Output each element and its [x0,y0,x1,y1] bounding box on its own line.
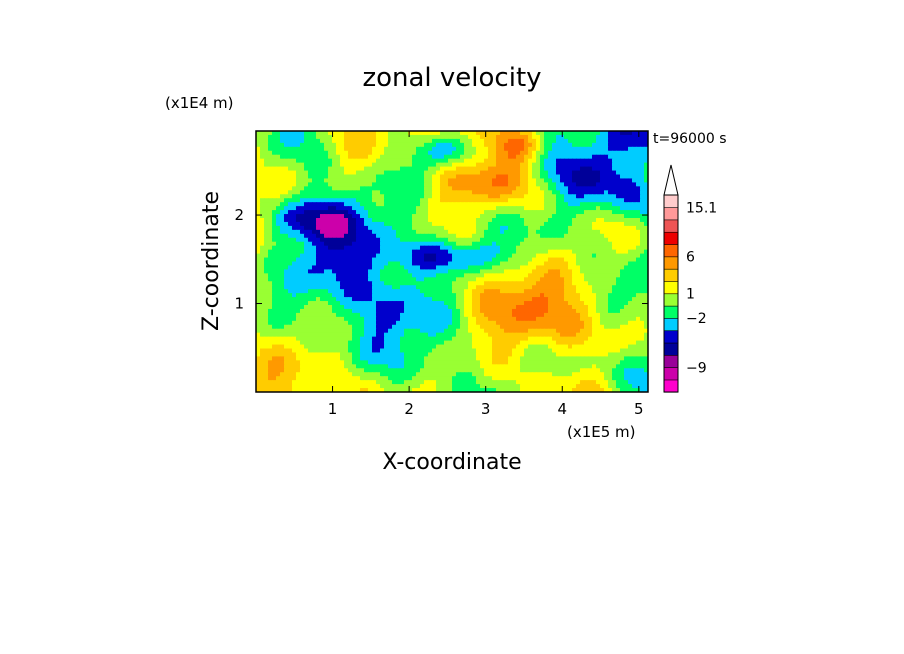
colorbar-level-11 [663,243,679,258]
x-tick-label-1: 2 [404,400,414,418]
plot-frame [255,130,649,393]
colorbar-level-2 [663,354,679,368]
x-axis-label: X-coordinate [382,450,521,475]
colorbar-level-3 [663,342,679,356]
colorbar-level-10 [663,256,679,270]
colorbar-level-0 [663,379,679,393]
colorbar-level-15 [663,194,679,208]
colorbar-level-12 [663,231,679,245]
colorbar-frame [663,194,679,393]
colorbar-level-1 [663,367,679,381]
colorbar-label-2: 1 [686,287,695,303]
contour-field [256,131,648,392]
y-axis: 12 [234,206,648,313]
colorbar-level-14 [663,207,679,221]
chart-title: zonal velocity [362,63,541,93]
colorbar-level-6 [663,305,679,319]
x-tick-label-3: 4 [557,400,567,418]
colorbar-label-4: −9 [686,360,707,376]
colorbar: 15.1 6 1 −2 −9 [663,164,717,393]
colorbar-level-13 [663,219,679,233]
colorbar-level-7 [663,293,679,307]
x-tick-label-4: 5 [634,400,644,418]
y-tick-label-0: 1 [234,295,244,313]
x-unit-label: (x1E5 m) [567,423,636,441]
x-tick-label-0: 1 [328,400,338,418]
colorbar-level-4 [663,330,679,344]
colorbar-level-8 [663,280,679,295]
colorbar-label-3: −2 [686,311,707,327]
x-axis: 1 2 3 4 5 [328,131,644,418]
y-axis-label: Z-coordinate [199,191,224,331]
time-label: t=96000 s [653,131,727,147]
colorbar-level-5 [663,317,679,332]
colorbar-level-9 [663,268,679,282]
colorbar-label-1: 6 [686,250,695,266]
y-unit-label: (x1E4 m) [165,94,234,112]
x-tick-label-2: 3 [481,400,491,418]
colorbar-extend-arrow [663,164,679,196]
colorbar-label-0: 15.1 [686,200,717,216]
y-tick-label-1: 2 [234,206,244,224]
